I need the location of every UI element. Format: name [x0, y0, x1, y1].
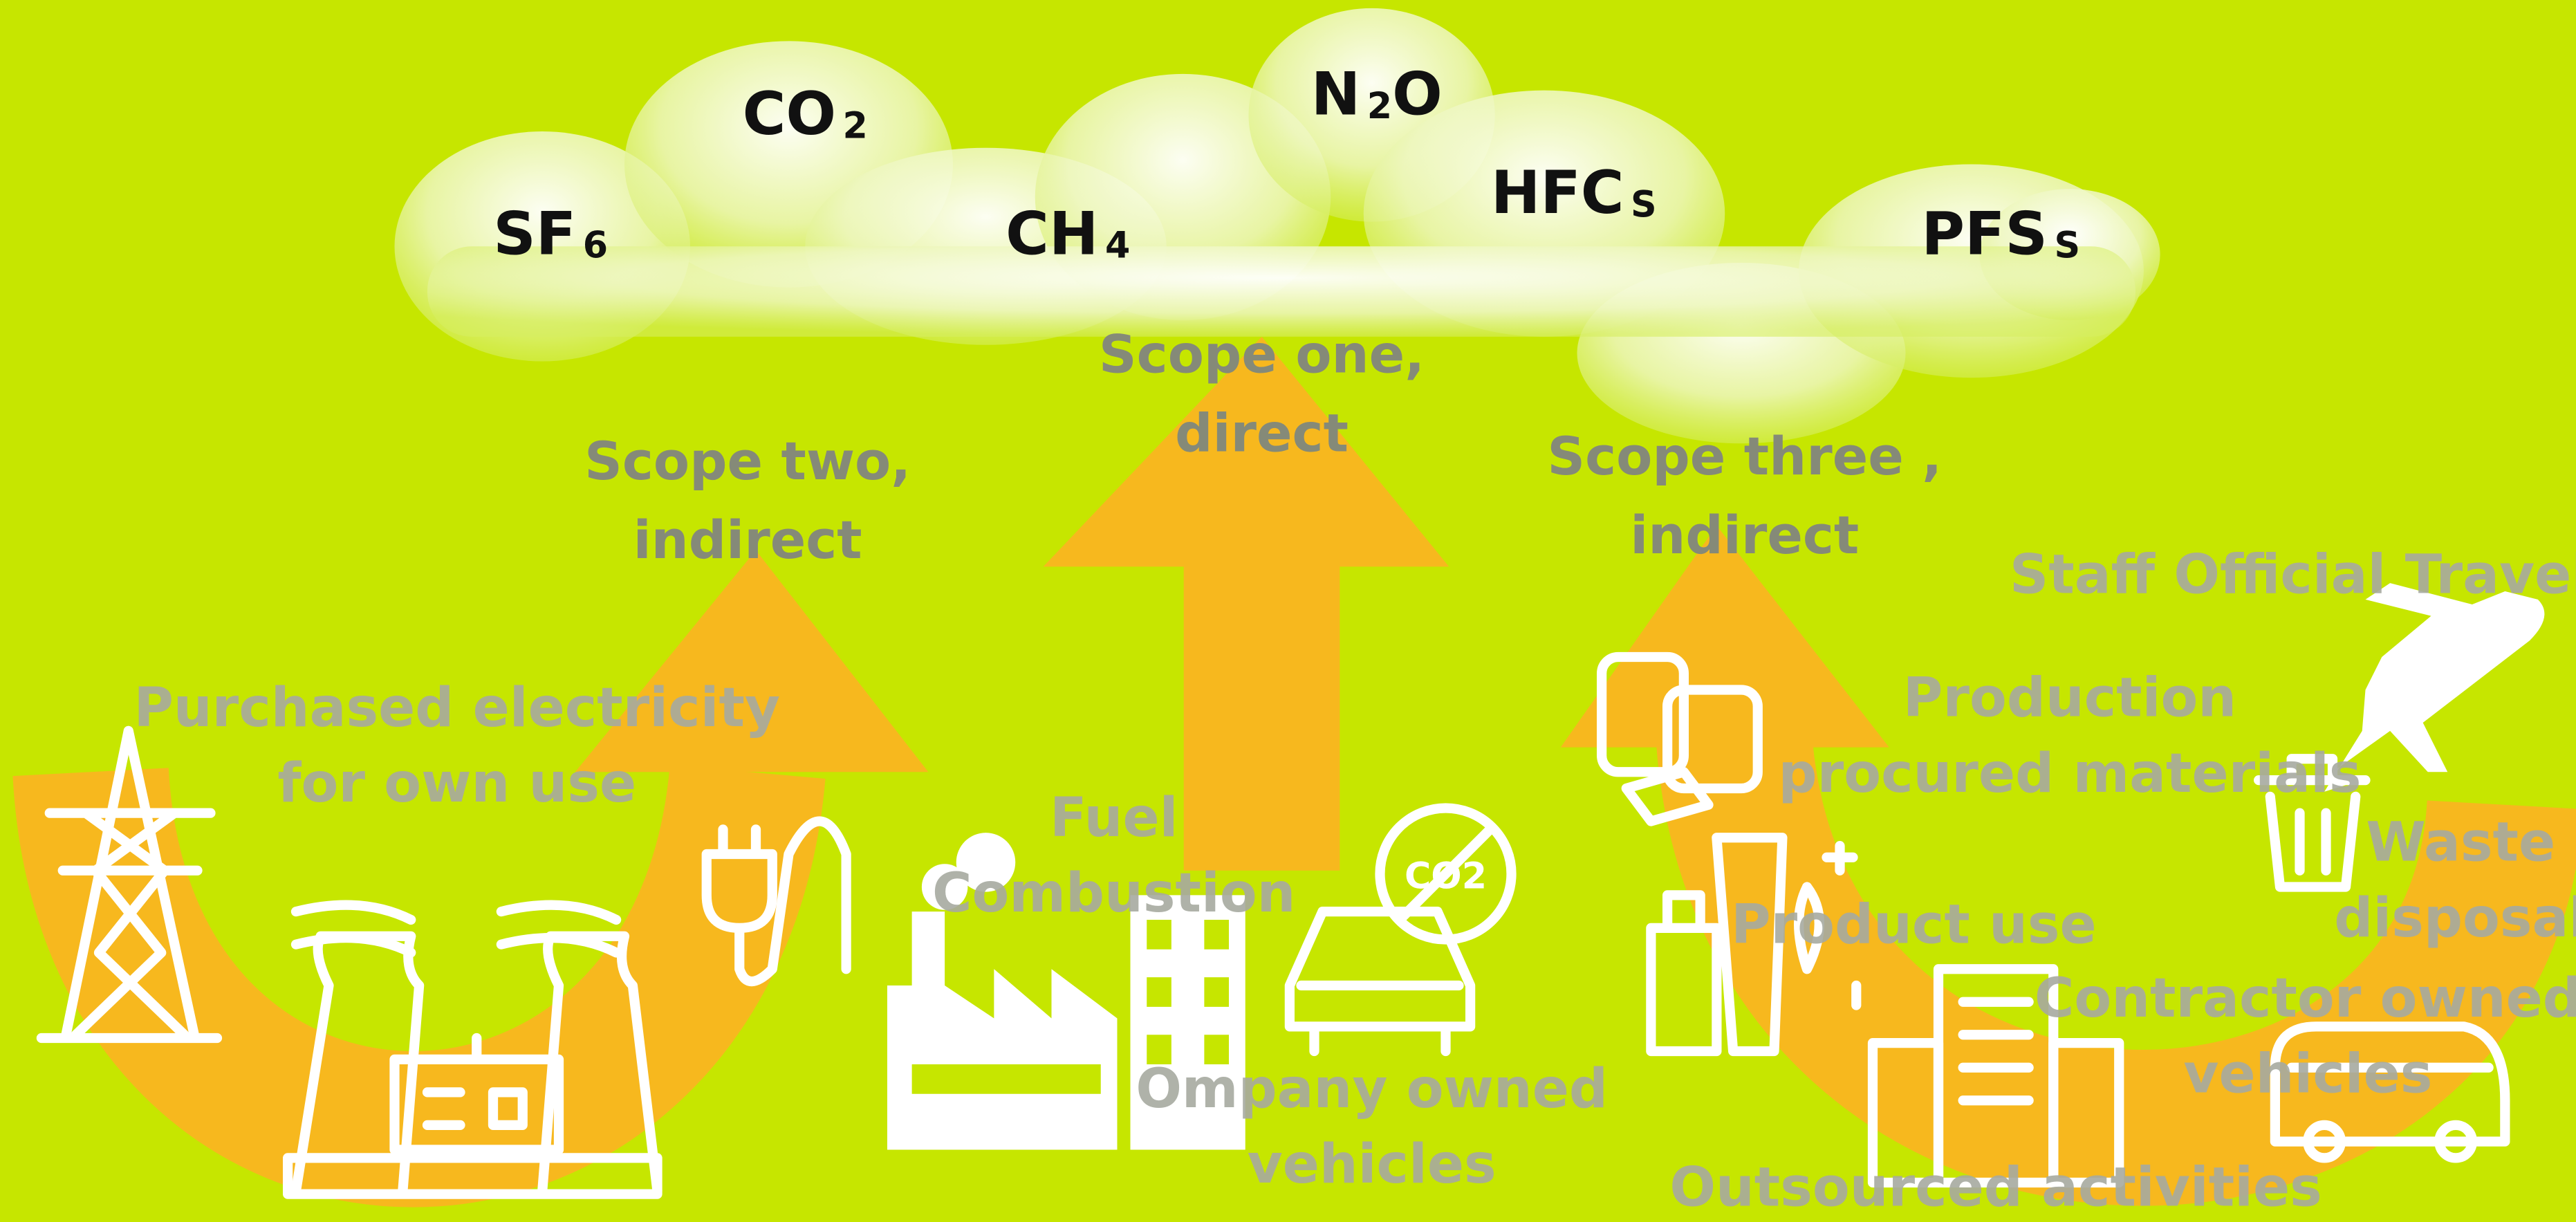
plane-icon	[2324, 583, 2545, 792]
product-icon	[1646, 833, 1862, 1057]
gas-formula: CO	[743, 80, 836, 149]
arrow-heads	[575, 336, 1889, 772]
gas-label: N 2O	[1311, 61, 1443, 129]
icons: CO2	[36, 583, 2545, 1199]
gas-subscript: 2	[843, 105, 868, 147]
gas-label: CH 4	[1006, 201, 1130, 269]
clouds	[394, 8, 2160, 444]
scope-label: direct	[1175, 402, 1349, 464]
activity-label: Waste	[2366, 811, 2555, 874]
gas-formula: SF	[493, 201, 576, 269]
gas-formula: PFS	[1921, 201, 2048, 269]
activity-label: Outsourced activities	[1669, 1156, 2322, 1219]
scope-label: indirect	[633, 509, 862, 571]
factory-icon	[887, 833, 1245, 1150]
co2-icon-label: CO2	[1405, 856, 1487, 898]
activities: Purchased electricity for own use Fuel Comb…	[133, 543, 2576, 1219]
gas-subscript: 4	[1105, 225, 1130, 267]
gas-label: PFS S	[1921, 201, 2080, 269]
scope-label: Scope one,	[1099, 324, 1425, 385]
gas-formula: N	[1311, 61, 1361, 129]
activity-label: Combustion	[932, 862, 1295, 925]
activity-label: Fuel	[1050, 786, 1178, 849]
power-plant-icon	[283, 900, 662, 1199]
activity-label: Purchased electricity	[133, 676, 780, 739]
gas-formula: O	[1392, 61, 1443, 129]
plug-icon	[701, 816, 851, 986]
gas-subscript: S	[1631, 184, 1657, 225]
gas-subscript: S	[2055, 225, 2081, 267]
activity-label: disposal	[2334, 887, 2576, 950]
gas-label: SF 6	[493, 201, 608, 269]
gas-subscript: 2	[1367, 86, 1392, 127]
car-co2-icon	[1284, 803, 1517, 1057]
gas-subscript: 6	[583, 225, 608, 267]
gas-formula: HFC	[1491, 159, 1624, 228]
scopes: Scope two, indirect Scope one, direct Scope …	[584, 324, 1942, 571]
building-icon	[1867, 964, 2124, 1188]
gas-formula: CH	[1006, 201, 1098, 269]
activity-label: for own use	[277, 752, 636, 815]
pylon-icon	[36, 725, 223, 1044]
activity-label: vehicles	[2183, 1042, 2432, 1105]
activity-label: vehicles	[1248, 1133, 1497, 1196]
activity-label: Ompany owned	[1136, 1057, 1608, 1120]
materials-icon	[1597, 651, 1763, 826]
activity-label: procured materials	[1779, 742, 2362, 805]
gas-label: CO 2	[743, 80, 868, 149]
scope-two-arrow	[12, 764, 826, 1207]
scope-label: Scope two,	[584, 430, 911, 492]
trash-icon	[2254, 754, 2371, 892]
scope-label: Scope three ,	[1547, 425, 1942, 487]
scope-label: indirect	[1630, 504, 1859, 566]
activity-label: Production	[1903, 667, 2236, 730]
bus-icon	[2270, 1021, 2510, 1163]
activity-label: Staff Official Travel	[2010, 543, 2576, 606]
gas-label: HFC S	[1491, 159, 1657, 228]
activity-label: Product use	[1731, 893, 2097, 956]
activity-label: Contractor owned	[2035, 967, 2576, 1030]
